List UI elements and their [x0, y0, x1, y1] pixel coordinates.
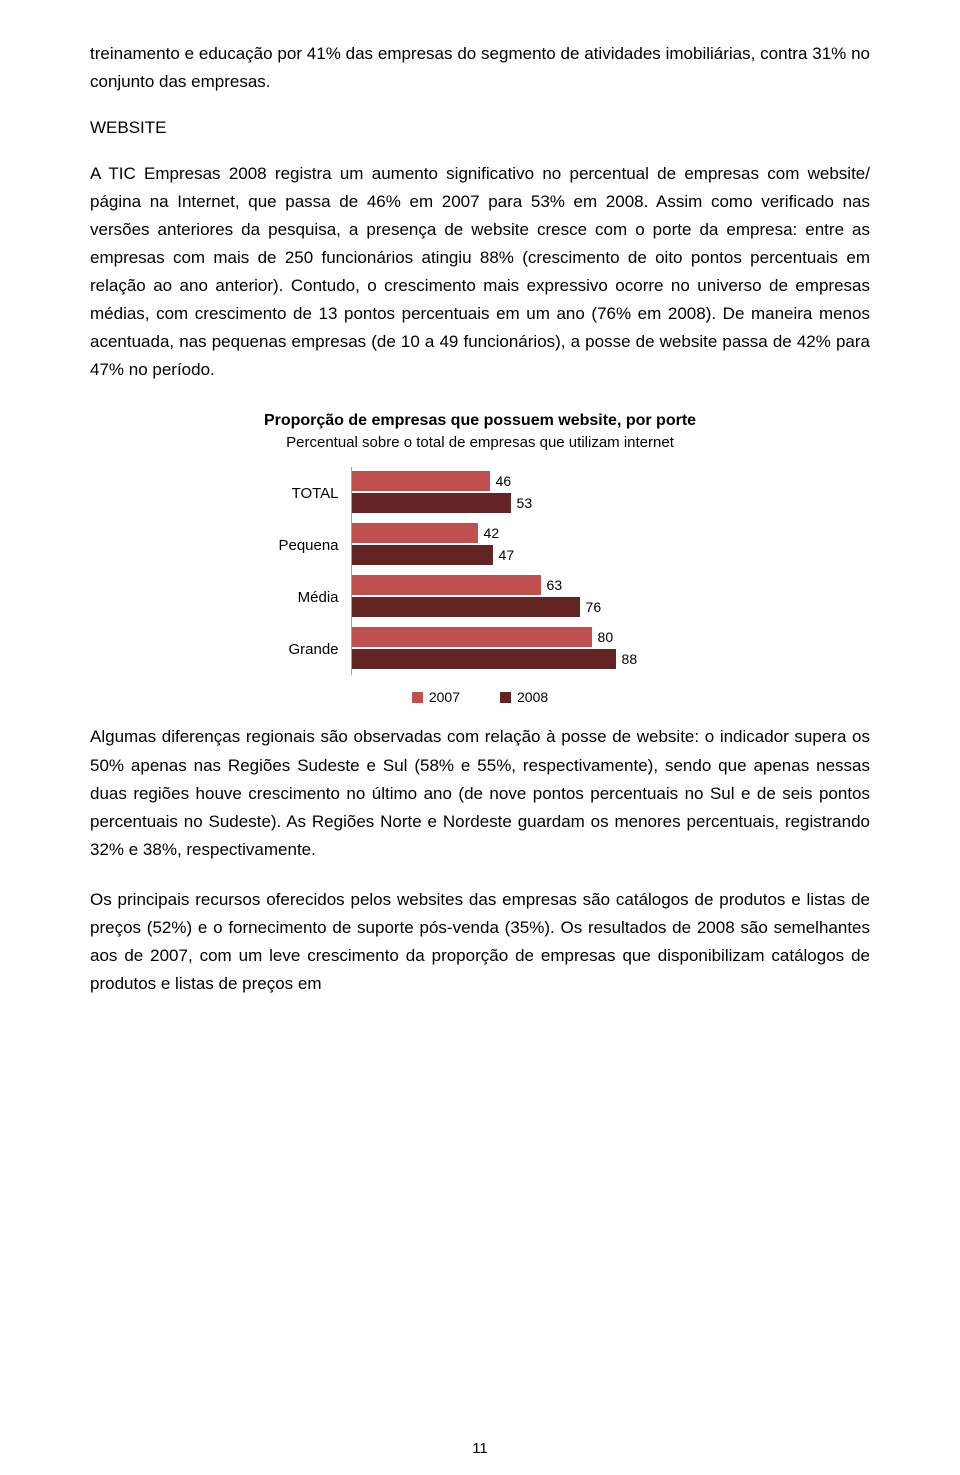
bar-row: 63 — [352, 575, 682, 595]
chart-title: Proporção de empresas que possuem websit… — [200, 412, 760, 430]
legend-item-2008: 2008 — [500, 689, 548, 705]
y-label-grande: Grande — [278, 623, 338, 675]
bar-group: 8088 — [352, 627, 682, 669]
bar-row: 47 — [352, 545, 682, 565]
page-number: 11 — [0, 1440, 960, 1457]
bar-row: 53 — [352, 493, 682, 513]
paragraph-regional: Algumas diferenças regionais são observa… — [90, 723, 870, 863]
legend-label-2008: 2008 — [517, 689, 548, 705]
y-label-pequena: Pequena — [278, 519, 338, 571]
bar-value-label: 47 — [493, 547, 515, 563]
bar — [352, 493, 511, 513]
legend-swatch-2008 — [500, 692, 511, 703]
legend-swatch-2007 — [412, 692, 423, 703]
bar-value-label: 76 — [580, 599, 602, 615]
bar-row: 46 — [352, 471, 682, 491]
y-label-total: TOTAL — [278, 467, 338, 519]
legend-label-2007: 2007 — [429, 689, 460, 705]
chart-legend: 2007 2008 — [200, 689, 760, 705]
bar — [352, 545, 493, 565]
bar-value-label: 88 — [616, 651, 638, 667]
chart-bars-column: 4653424763768088 — [351, 467, 682, 675]
paragraph-main: A TIC Empresas 2008 registra um aumento … — [90, 160, 870, 384]
chart-y-axis-labels: TOTAL Pequena Média Grande — [278, 467, 350, 675]
bar-group: 63 76 — [352, 575, 682, 617]
bar-value-label: 42 — [478, 525, 500, 541]
chart-subtitle: Percentual sobre o total de empresas que… — [200, 434, 760, 451]
chart-plot-area: TOTAL Pequena Média Grande 4653424763768… — [200, 467, 760, 675]
bar-group: 4247 — [352, 523, 682, 565]
bar — [352, 575, 541, 595]
bar — [352, 627, 592, 647]
bar-value-label: 53 — [511, 495, 533, 511]
bar — [352, 649, 616, 669]
bar-row: 80 — [352, 627, 682, 647]
paragraph-intro: treinamento e educação por 41% das empre… — [90, 40, 870, 96]
bar-value-label: 63 — [541, 577, 563, 593]
paragraph-resources: Os principais recursos oferecidos pelos … — [90, 886, 870, 998]
chart-container: Proporção de empresas que possuem websit… — [200, 412, 760, 705]
bar-value-label: 46 — [490, 473, 512, 489]
section-heading-website: WEBSITE — [90, 118, 870, 138]
bar — [352, 471, 490, 491]
bar — [352, 523, 478, 543]
bar-row: 88 — [352, 649, 682, 669]
document-page: treinamento e educação por 41% das empre… — [0, 0, 960, 1475]
bar-value-label: 80 — [592, 629, 614, 645]
bar-row: 42 — [352, 523, 682, 543]
y-label-media: Média — [278, 571, 338, 623]
bar — [352, 597, 580, 617]
bar-group: 4653 — [352, 471, 682, 513]
bar-row: 76 — [352, 597, 682, 617]
legend-item-2007: 2007 — [412, 689, 460, 705]
